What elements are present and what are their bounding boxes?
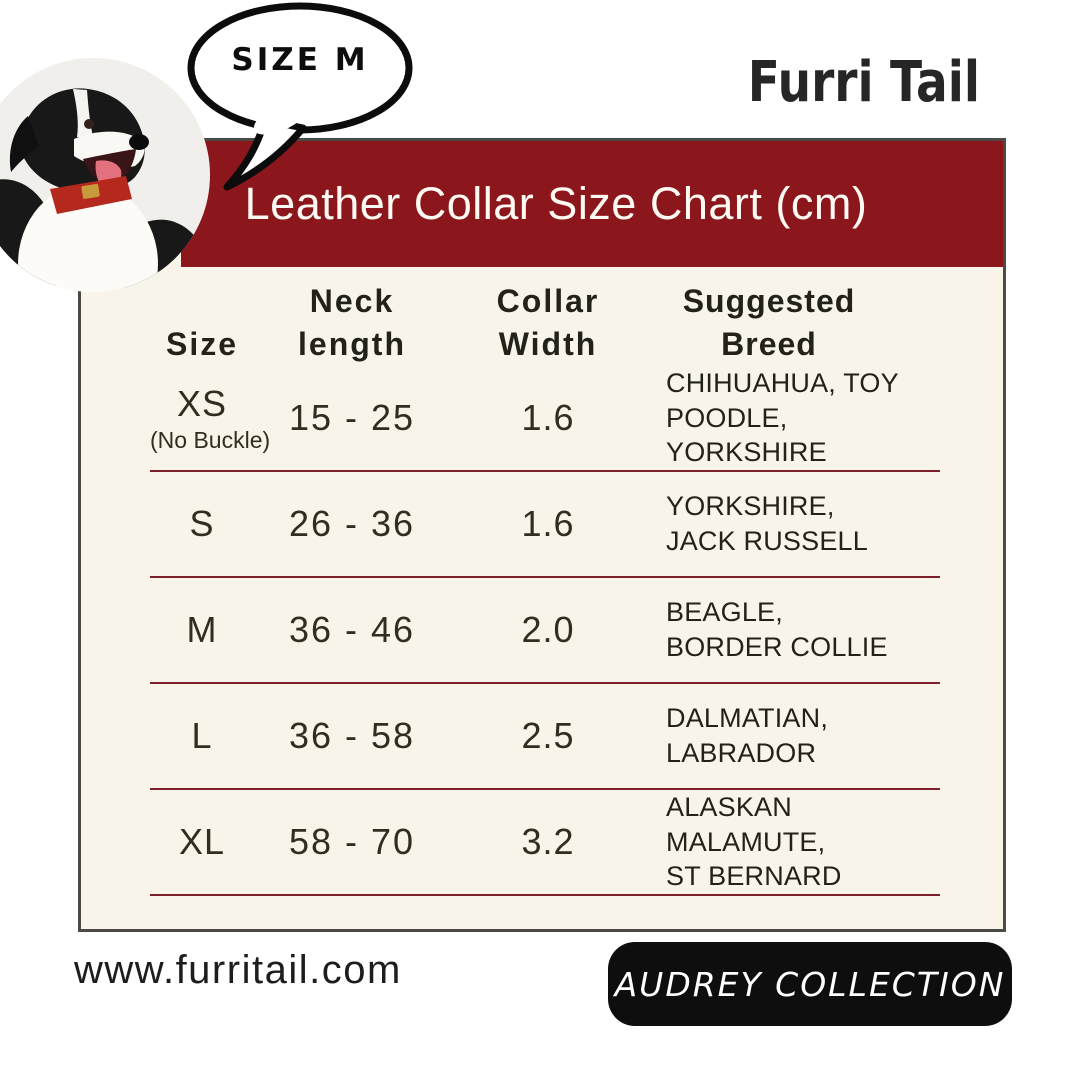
dog-eye xyxy=(84,119,94,129)
breed-cell: DALMATIAN, LABRADOR xyxy=(666,703,829,768)
table-header-row: Size Neck length Collar Width Suggested … xyxy=(150,280,940,366)
collection-badge: AUDREY COLLECTION xyxy=(608,942,1012,1026)
column-header-suggested-breed: Suggested Breed xyxy=(682,283,856,362)
size-note: (No Buckle) xyxy=(150,426,271,453)
dog-photo xyxy=(0,58,210,292)
table-row-xl: XL 58 - 70 3.2 ALASKAN MALAMUTE, ST BERN… xyxy=(150,790,940,896)
collection-badge-label: AUDREY COLLECTION xyxy=(614,964,1006,1004)
size-cell: XS (No Buckle) xyxy=(150,382,271,453)
table-row-xs: XS (No Buckle) 15 - 25 1.6 CHIHUAHUA, TO… xyxy=(150,366,940,472)
speech-bubble xyxy=(187,2,413,191)
breed-cell: ALASKAN MALAMUTE, ST BERNARD xyxy=(666,792,842,892)
chart-title: Leather Collar Size Chart (cm) xyxy=(244,178,868,229)
neck-length-cell: 36 - 46 xyxy=(288,609,416,650)
brand-logo: Furri Tail xyxy=(747,50,980,115)
website-url: www.furritail.com xyxy=(74,948,402,992)
table-row-m: M 36 - 46 2.0 BEAGLE, BORDER COLLIE xyxy=(150,578,940,684)
neck-length-cell: 26 - 36 xyxy=(288,503,416,544)
breed-cell: BEAGLE, BORDER COLLIE xyxy=(666,597,888,662)
collar-width-cell: 1.6 xyxy=(521,503,575,544)
collar-buckle xyxy=(81,183,100,199)
breed-cell: YORKSHIRE, JACK RUSSELL xyxy=(666,491,868,556)
dog-chest xyxy=(18,184,158,292)
size-cell: M xyxy=(186,609,218,650)
neck-length-cell: 58 - 70 xyxy=(288,821,416,862)
table-row-l: L 36 - 58 2.5 DALMATIAN, LABRADOR xyxy=(150,684,940,790)
size-table: Size Neck length Collar Width Suggested … xyxy=(150,280,940,896)
column-header-neck-length: Neck length xyxy=(298,283,406,362)
neck-length-cell: 15 - 25 xyxy=(288,397,416,438)
speech-bubble-text: SIZE M xyxy=(231,42,369,78)
neck-length-cell: 36 - 58 xyxy=(288,715,416,756)
table-row-s: S 26 - 36 1.6 YORKSHIRE, JACK RUSSELL xyxy=(150,472,940,578)
table-panel xyxy=(78,138,1006,932)
column-header-size: Size xyxy=(165,326,239,362)
breed-cell: CHIHUAHUA, TOY POODLE, YORKSHIRE xyxy=(666,368,899,468)
size-cell: XL xyxy=(178,821,226,862)
dog-ear xyxy=(9,116,39,172)
size-cell: S xyxy=(189,503,215,544)
column-header-collar-width: Collar Width xyxy=(496,283,600,362)
size-cell: L xyxy=(191,715,213,756)
collar-width-cell: 2.5 xyxy=(521,715,575,756)
collar-width-cell: 1.6 xyxy=(521,397,575,438)
collar-width-cell: 2.0 xyxy=(521,609,575,650)
title-banner: Leather Collar Size Chart (cm) xyxy=(181,141,1003,267)
dog-nose xyxy=(129,134,149,150)
collar-width-cell: 3.2 xyxy=(521,821,575,862)
